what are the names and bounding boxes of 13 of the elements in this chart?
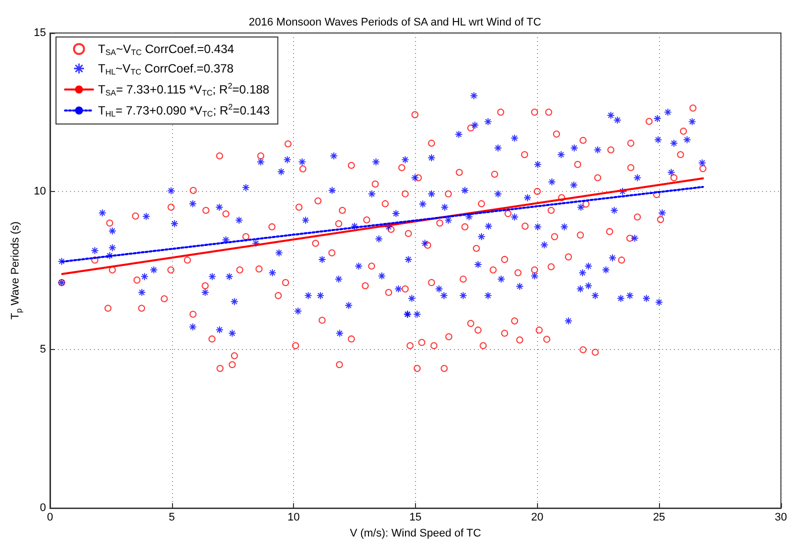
y-tick-label: 10 xyxy=(34,185,46,198)
y-axis-title: Tp Wave Periods (s) xyxy=(9,221,24,320)
chart-title: 2016 Monsoon Waves Periods of SA and HL wrt Wind of TC xyxy=(248,16,542,28)
x-tick-label: 5 xyxy=(168,512,175,524)
x-tick-label: 15 xyxy=(409,512,422,524)
x-tick-label: 30 xyxy=(774,512,788,524)
y-tick-label: 0 xyxy=(40,502,46,514)
y-tick-label: 5 xyxy=(40,344,46,356)
x-axis-title: V (m/s): Wind Speed of TC xyxy=(350,528,482,540)
y-tick-label: 15 xyxy=(34,27,46,39)
x-tick-label: 20 xyxy=(531,512,544,524)
x-tick-label: 10 xyxy=(288,512,300,524)
x-tick-label: 25 xyxy=(652,512,666,524)
